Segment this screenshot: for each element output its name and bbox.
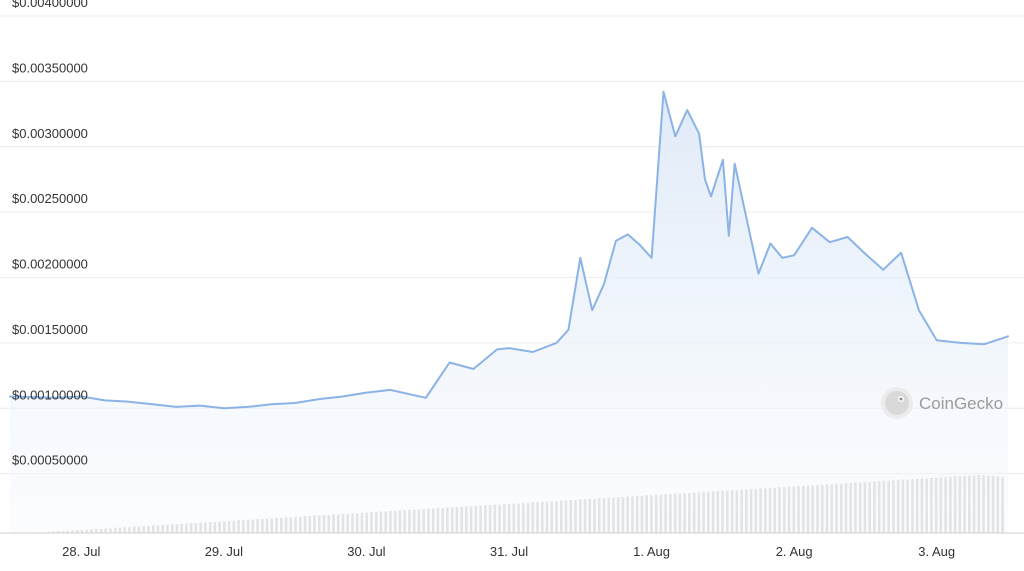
x-axis-labels: 28. Jul 29. Jul 30. Jul 31. Jul 1. Aug 2. Aug…: [62, 544, 955, 559]
x-tick-label: 29. Jul: [205, 544, 243, 559]
price-area-fill: [10, 91, 1008, 534]
gecko-logo-icon: [881, 387, 913, 419]
y-tick-label: $0.00100000: [12, 387, 88, 402]
y-tick-label: $0.00350000: [12, 60, 88, 75]
y-tick-label: $0.00200000: [12, 257, 88, 272]
y-tick-label: $0.00400000: [12, 0, 88, 10]
price-area: [10, 91, 1008, 534]
y-tick-label: $0.00300000: [12, 126, 88, 141]
x-tick-label: 3. Aug: [918, 544, 955, 559]
coingecko-watermark: CoinGecko: [881, 387, 1003, 419]
x-tick-label: 30. Jul: [347, 544, 385, 559]
x-tick-label: 2. Aug: [776, 544, 813, 559]
price-line[interactable]: [9, 90, 1009, 410]
watermark-text: CoinGecko: [919, 394, 1003, 413]
x-tick-label: 28. Jul: [62, 544, 100, 559]
y-tick-label: $0.00250000: [12, 191, 88, 206]
x-tick-label: 1. Aug: [633, 544, 670, 559]
x-tick-label: 31. Jul: [490, 544, 528, 559]
price-line-layer[interactable]: [9, 90, 1009, 410]
y-tick-label: $0.00150000: [12, 322, 88, 337]
y-tick-label: $0.00050000: [12, 453, 88, 468]
y-axis-labels: $0.00050000 $0.00100000 $0.00150000 $0.0020…: [12, 0, 88, 468]
